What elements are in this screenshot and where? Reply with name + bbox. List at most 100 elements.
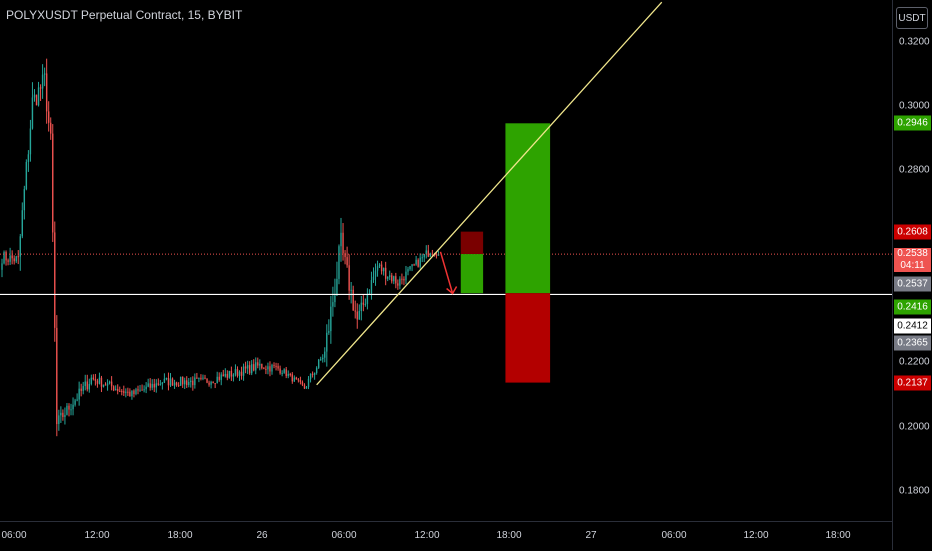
time-tick-label: 18:00 [496,530,522,541]
candle-body [9,255,11,262]
candle-body [338,246,340,279]
candle-body [121,390,123,392]
candle-body [127,391,129,393]
candle-body [352,289,354,311]
candle-body [305,386,308,389]
candle-body [131,390,133,397]
candle-body [159,384,162,386]
price-chart[interactable] [0,0,892,521]
candle-body [382,267,385,272]
candle-body [210,381,212,385]
candle-body [21,210,23,237]
candle-body [401,278,403,280]
candle-body [427,250,429,257]
candle-body [437,254,440,256]
price-tick-label: 0.2200 [899,356,930,368]
candle-body [129,391,131,397]
candle-body [163,378,166,383]
candle-body [244,366,247,369]
candle-body [186,380,188,386]
candle-body [289,374,291,376]
currency-button[interactable]: USDT [896,7,928,29]
candle-body [17,256,19,258]
candle-body [84,381,86,387]
candle-body [72,404,74,410]
candle-body [145,386,147,390]
candle-body [204,377,206,379]
candle-body [399,278,401,286]
candle-body [133,390,135,395]
candle-body [421,257,423,259]
candle-body [112,386,115,391]
candle-body [309,373,312,379]
price-label-line: 0.2412 [894,318,931,334]
candle-body [173,382,176,386]
candle-body [419,257,421,267]
candle-body [78,388,80,400]
candle-body [161,382,164,385]
candle-body [181,376,184,385]
candle-body [232,374,235,377]
candle-body [301,381,304,385]
candle-body [206,378,208,383]
candle-body [393,276,395,282]
candle-body [340,232,342,247]
candle-body [374,270,377,277]
candle-body [356,311,358,320]
candle-body [366,294,369,304]
candle-body [216,376,218,384]
candle-body [80,388,82,391]
candle-body [405,271,407,281]
candle-body [248,365,251,374]
candle-body [39,87,42,89]
candle-body [380,264,383,272]
candle-body [259,363,261,366]
candle-body [230,370,233,377]
candle-body [218,376,220,380]
short-position-reward [460,254,484,294]
candle-body [261,363,263,369]
candle-body [364,303,367,305]
candle-body [169,378,172,386]
candle-body [15,256,17,262]
candle-body [76,399,78,401]
candle-body [234,369,237,375]
time-tick-label: 26 [256,530,268,541]
candle-body [68,405,70,410]
price-label-low: 0.2365 [894,335,931,351]
candle-body [66,405,68,415]
candle-body [19,236,21,257]
candle-body [389,275,391,277]
candle-body [27,154,30,162]
candle-body [328,331,330,333]
candle-body [257,362,259,366]
short-position-risk [460,231,484,255]
candle-body [413,264,415,266]
chart-title: POLYXUSDT Perpetual Contract, 15, BYBIT [6,8,243,22]
candle-body [297,379,300,381]
candle-body [200,377,202,379]
candle-body [267,366,269,370]
candle-body [153,383,155,388]
time-axis[interactable]: 06:00 12:00 18:00 26 06:00 12:00 18:00 27 06:00 1… [0,521,892,551]
candle-body [423,254,425,258]
candle-body [403,278,405,281]
candle-body [315,367,318,373]
chart-area[interactable]: POLYXUSDT Perpetual Contract, 15, BYBIT [0,0,892,521]
candle-body [100,377,103,387]
candle-body [273,364,275,366]
candle-body [415,259,417,265]
price-axis[interactable]: USDT 0.3200 0.3000 0.2800 0.2200 0.2000 0.180… [892,0,932,550]
candle-body [332,302,334,307]
candle-body [35,94,38,106]
candle-body [50,122,52,134]
candle-body [98,377,101,384]
arrow-line [439,251,454,294]
candle-body [269,366,271,372]
candle-body [334,295,336,303]
candle-body [108,381,111,384]
candle-body [143,389,145,391]
time-tick-label: 06:00 [661,530,687,541]
price-label-last: 0.2537 [894,276,931,292]
price-tick-label: 0.3000 [899,100,930,112]
